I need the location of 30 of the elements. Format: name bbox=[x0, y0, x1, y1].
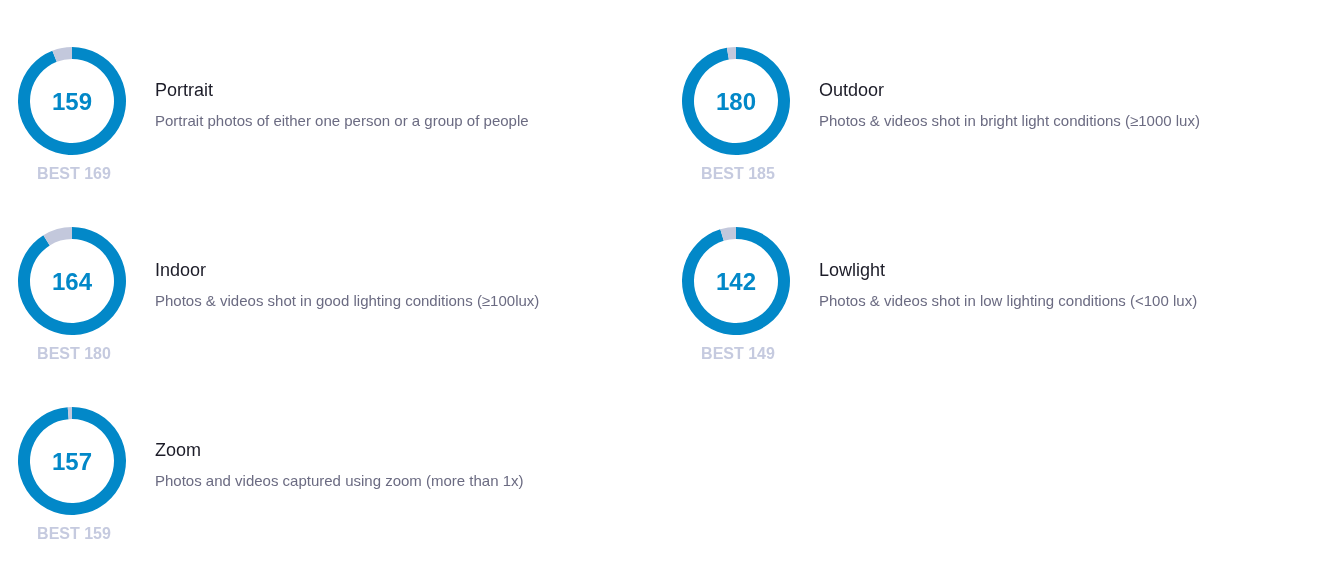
text: BEST 159 bbox=[36, 524, 112, 544]
donut-slice bbox=[726, 47, 736, 60]
donut-slice bbox=[682, 227, 790, 335]
text: BEST 185 bbox=[700, 164, 776, 184]
text: Portrait photos of either one person or a group of people bbox=[155, 111, 529, 131]
data-label: 164 bbox=[51, 267, 93, 295]
text: Photos & videos shot in low lighting conditions (<100 lux) bbox=[819, 291, 1198, 311]
donut-slice bbox=[43, 227, 72, 246]
data-label: 159 bbox=[51, 87, 93, 115]
text: Photos and videos captured using zoom (more than 1x) bbox=[155, 471, 524, 491]
data-label: 180 bbox=[715, 87, 757, 115]
data-label: 142 bbox=[715, 267, 757, 295]
donut-slice bbox=[18, 227, 126, 335]
donut-slice bbox=[682, 47, 790, 155]
text: Lowlight bbox=[819, 259, 886, 282]
donut-slice bbox=[67, 407, 72, 420]
text: Photos & videos shot in good lighting conditions (≥100lux) bbox=[155, 291, 540, 311]
donut-slice bbox=[18, 407, 126, 515]
donut-slice bbox=[720, 227, 736, 241]
donut-slice bbox=[18, 47, 126, 155]
data-label: 157 bbox=[51, 447, 93, 475]
text: Photos & videos shot in bright light conditions (≥1000 lux) bbox=[819, 111, 1200, 131]
text: BEST 180 bbox=[36, 344, 112, 364]
text: Zoom bbox=[155, 439, 202, 462]
text: Outdoor bbox=[819, 79, 885, 102]
text: BEST 149 bbox=[700, 344, 776, 364]
text: BEST 169 bbox=[36, 164, 112, 184]
donut-slice bbox=[52, 47, 72, 62]
text: Indoor bbox=[155, 259, 207, 282]
text: Portrait bbox=[155, 79, 214, 102]
